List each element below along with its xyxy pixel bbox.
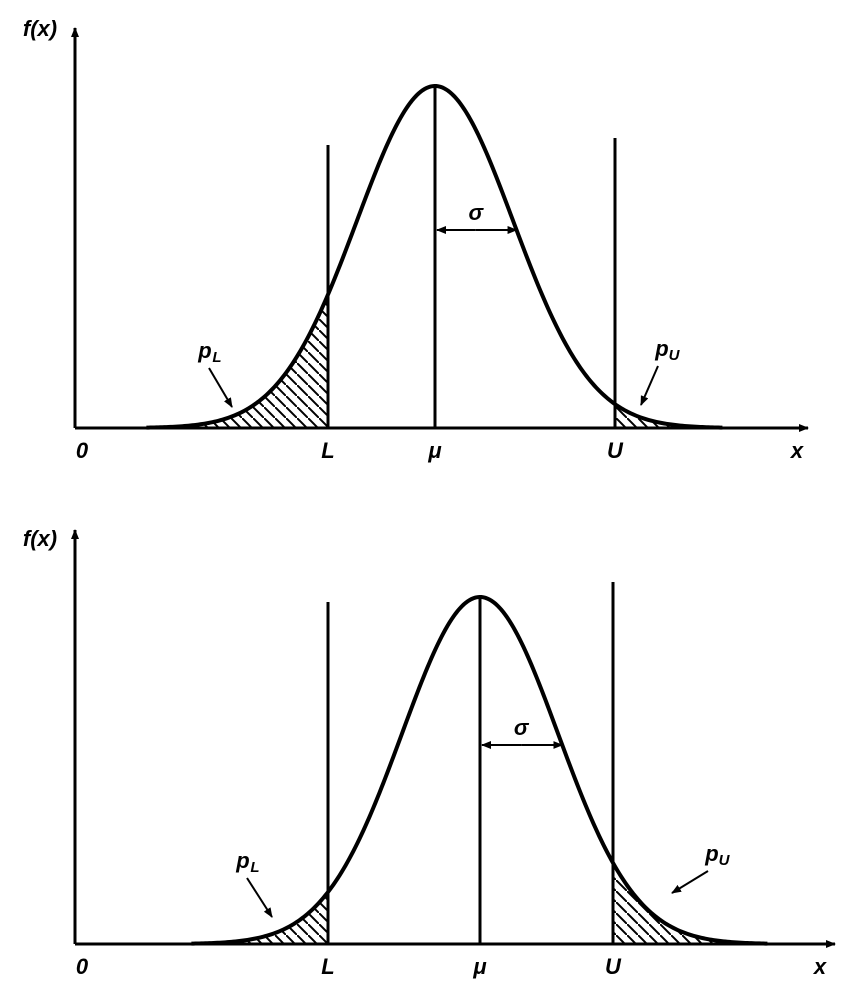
pointer-arrow: [208, 367, 233, 408]
tail-prob-subscript: L: [212, 349, 221, 366]
tail-prob-label: p: [197, 338, 211, 363]
origin-label: 0: [76, 438, 89, 463]
tail-prob-subscript: U: [669, 347, 681, 364]
y-axis-label: f(x): [23, 16, 57, 41]
sigma-label: σ: [468, 200, 484, 225]
lower-tail-area: [191, 892, 328, 944]
tail-prob-label: p: [654, 336, 668, 361]
x-axis-label: x: [813, 954, 827, 979]
origin-label: 0: [76, 954, 89, 979]
lower-limit-label: L: [321, 954, 334, 979]
pointer-arrow: [640, 365, 659, 406]
upper-tail-area: [615, 404, 724, 428]
x-axis-label: x: [790, 438, 804, 463]
pointer-arrow: [671, 870, 709, 894]
tail-prob-label: p: [235, 848, 249, 873]
upper-limit-label: U: [605, 954, 622, 979]
mean-label: μ: [427, 438, 441, 463]
y-axis-label: f(x): [23, 526, 57, 551]
lower-tail-area: [146, 294, 328, 428]
upper-limit-label: U: [607, 438, 624, 463]
tail-prob-label: p: [704, 841, 718, 866]
sigma-label: σ: [514, 715, 530, 740]
lower-limit-label: L: [321, 438, 334, 463]
pointer-arrow: [246, 877, 273, 918]
tail-prob-subscript: L: [250, 859, 259, 876]
tail-prob-subscript: U: [719, 852, 731, 869]
mean-label: μ: [472, 954, 486, 979]
upper-tail-area: [613, 862, 769, 944]
